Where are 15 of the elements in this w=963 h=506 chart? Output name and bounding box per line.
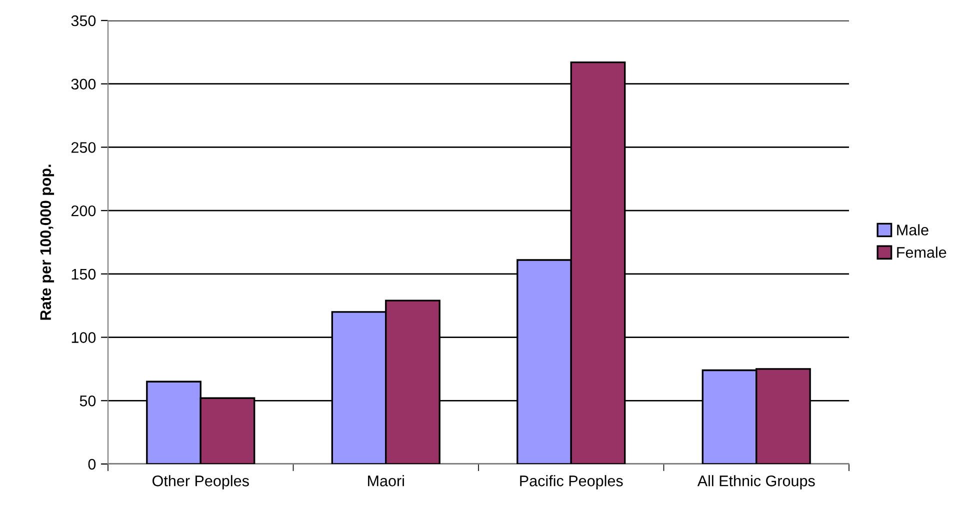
y-tick-label: 300 — [71, 78, 96, 90]
y-tick-label: 100 — [72, 332, 96, 343]
y-tick-label: 50 — [80, 396, 96, 406]
x-tick-label: Maori — [368, 475, 404, 486]
y-tick-label: 0 — [88, 458, 96, 470]
y-axis-title: Rate per 100,000 pop. — [40, 164, 54, 320]
y-tick-label: 200 — [71, 205, 96, 216]
x-tick-label: Other Peoples — [152, 475, 249, 490]
y-tick-label: 150 — [72, 268, 96, 280]
x-tick-label: Pacific Peoples — [520, 475, 623, 490]
legend-label: Female — [897, 246, 946, 258]
x-tick-label: All Ethnic Groups — [697, 475, 815, 490]
y-tick-label: 250 — [71, 142, 96, 153]
legend-label: Male — [897, 224, 928, 236]
y-tick-label: 350 — [71, 15, 96, 26]
